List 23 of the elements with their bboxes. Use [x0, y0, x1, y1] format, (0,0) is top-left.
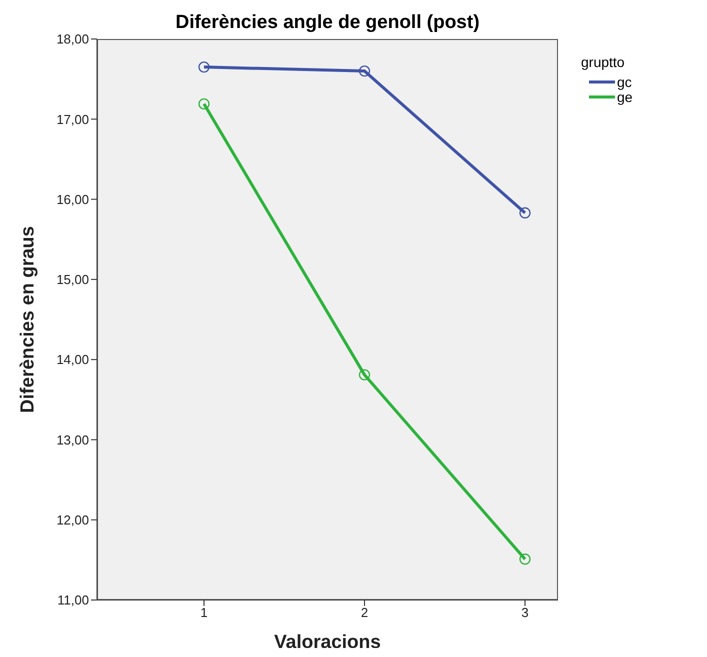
y-tick-label: 12,00	[56, 512, 89, 528]
point	[198, 61, 210, 73]
point	[519, 554, 531, 565]
x-tick-label: 2	[360, 605, 368, 620]
x-axis-title: Valoracions	[274, 632, 381, 653]
point	[358, 369, 370, 380]
y-tick-label: 15,00	[56, 272, 89, 288]
point	[519, 207, 531, 219]
legend-title: gruptto	[581, 54, 626, 70]
chart-title: Diferències angle de genoll (post)	[174, 12, 481, 34]
point	[358, 65, 370, 77]
legend-label: gc	[617, 74, 632, 90]
y-tick-label: 14,00	[56, 352, 89, 368]
y-tick-label: 18,00	[56, 32, 89, 47]
point	[198, 98, 210, 110]
y-tick-label: 17,00	[56, 112, 89, 127]
y-tick-label: 11,00	[57, 592, 89, 608]
y-axis-title: Diferències en graus	[18, 226, 38, 413]
legend-label: ge	[617, 88, 633, 104]
y-tick-label: 13,00	[56, 432, 89, 448]
y-tick-label: 16,00	[56, 192, 89, 207]
x-tick-label: 3	[521, 605, 529, 620]
x-tick-label: 1	[200, 605, 208, 620]
